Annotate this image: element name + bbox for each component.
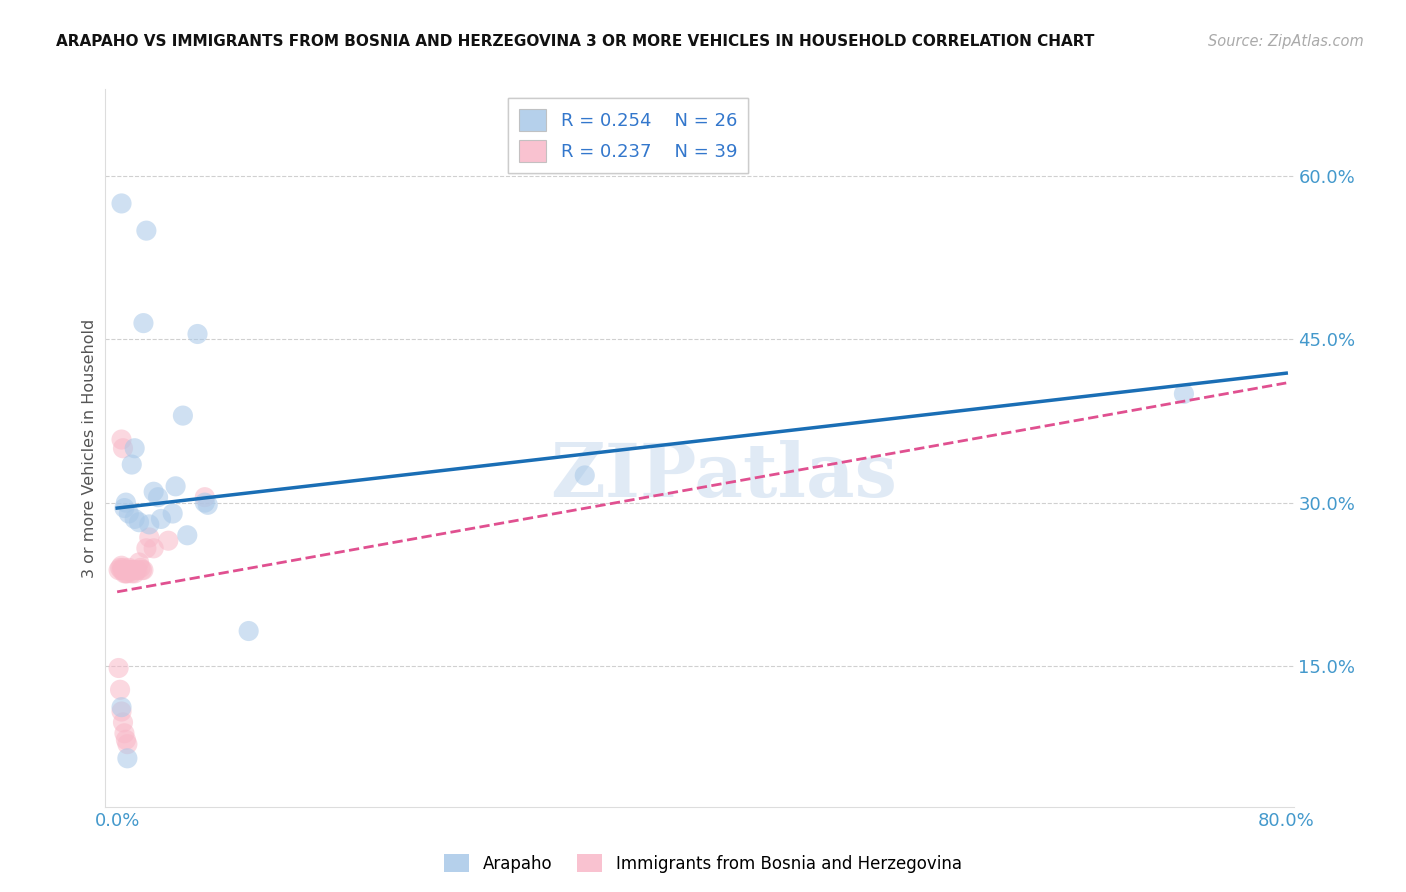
Point (138, 531, 160, 545)
Point (1173, 387, 1195, 401)
Point (121, 566, 143, 581)
Point (111, 442, 134, 455)
Point (107, 661, 129, 675)
Point (129, 561, 152, 575)
Point (121, 563, 143, 577)
Point (149, 512, 172, 526)
Point (110, 700, 132, 714)
Point (135, 224, 157, 238)
Y-axis label: 3 or more Vehicles in Household: 3 or more Vehicles in Household (82, 318, 97, 578)
Point (131, 563, 153, 577)
Text: ZIPatlas: ZIPatlas (550, 441, 897, 514)
Point (118, 507, 141, 521)
Point (124, 512, 146, 526)
Point (108, 561, 131, 575)
Point (115, 732, 138, 747)
Point (114, 501, 136, 516)
Point (115, 495, 138, 509)
Point (157, 533, 180, 548)
Point (117, 566, 139, 581)
Point (117, 737, 139, 751)
Point (110, 433, 132, 447)
Legend: Arapaho, Immigrants from Bosnia and Herzegovina: Arapaho, Immigrants from Bosnia and Herz… (437, 847, 969, 880)
Point (110, 705, 132, 719)
Point (117, 751, 139, 765)
Point (172, 409, 194, 423)
Point (110, 558, 132, 573)
Point (108, 682, 131, 697)
Point (142, 484, 165, 499)
Point (238, 624, 260, 638)
Point (115, 566, 138, 581)
Point (194, 495, 217, 509)
Point (114, 726, 136, 740)
Point (574, 468, 596, 483)
Point (125, 563, 148, 577)
Point (117, 563, 139, 577)
Point (122, 563, 145, 577)
Point (142, 541, 165, 556)
Point (128, 556, 150, 570)
Text: Source: ZipAtlas.com: Source: ZipAtlas.com (1208, 34, 1364, 49)
Point (114, 563, 136, 577)
Point (124, 442, 146, 455)
Point (146, 490, 169, 504)
Point (197, 498, 219, 512)
Point (128, 515, 150, 529)
Point (176, 528, 198, 542)
Point (135, 541, 157, 556)
Legend: R = 0.254    N = 26, R = 0.237    N = 39: R = 0.254 N = 26, R = 0.237 N = 39 (509, 98, 748, 173)
Point (124, 566, 146, 581)
Point (110, 196, 132, 211)
Point (132, 316, 155, 330)
Point (138, 517, 160, 532)
Point (110, 563, 132, 577)
Point (107, 563, 129, 577)
Point (165, 479, 187, 493)
Point (132, 563, 155, 577)
Point (111, 561, 134, 575)
Point (118, 563, 141, 577)
Point (115, 563, 138, 577)
Text: ARAPAHO VS IMMIGRANTS FROM BOSNIA AND HERZEGOVINA 3 OR MORE VEHICLES IN HOUSEHOL: ARAPAHO VS IMMIGRANTS FROM BOSNIA AND HE… (56, 34, 1095, 49)
Point (162, 507, 184, 521)
Point (111, 563, 134, 577)
Point (118, 561, 141, 575)
Point (114, 566, 136, 581)
Point (127, 563, 149, 577)
Point (120, 563, 142, 577)
Point (194, 490, 217, 504)
Point (186, 326, 208, 341)
Point (121, 458, 143, 472)
Point (111, 715, 134, 730)
